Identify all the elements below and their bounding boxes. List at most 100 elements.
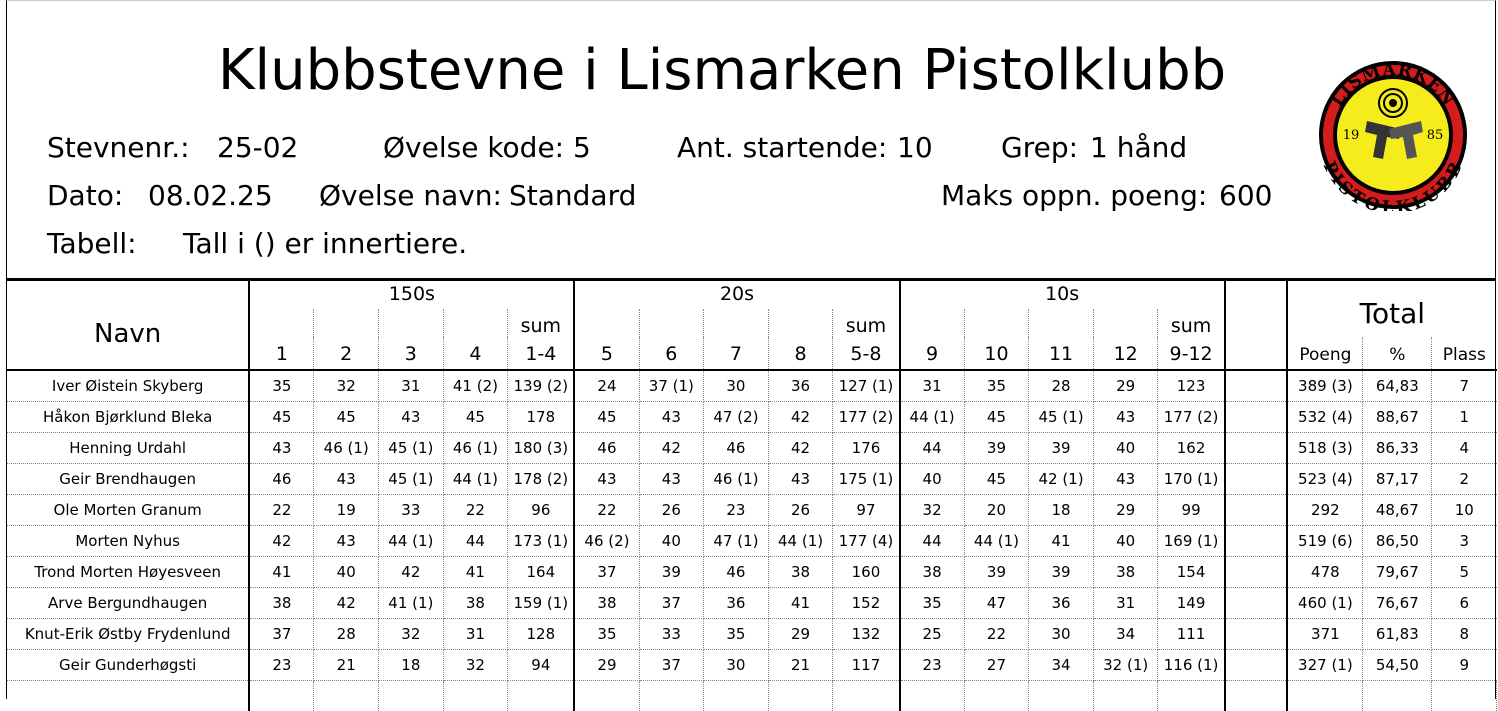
plass-cell: 9	[1432, 650, 1497, 681]
empty-cell	[704, 681, 769, 711]
header-col-12: 12	[1093, 337, 1158, 370]
score-cell: 44 (1)	[900, 402, 965, 433]
header-group-1: 20s	[574, 279, 899, 309]
score-cell: 32	[314, 370, 379, 402]
sum-cell: 128	[508, 619, 575, 650]
pct-cell: 87,17	[1363, 464, 1432, 495]
score-cell: 45	[249, 402, 314, 433]
header-spacer	[639, 309, 704, 337]
shooter-name: Trond Morten Høyesveen	[7, 557, 249, 588]
score-cell: 43	[574, 464, 639, 495]
score-cell: 31	[379, 370, 444, 402]
score-cell: 38	[574, 588, 639, 619]
poeng-cell: 532 (4)	[1287, 402, 1363, 433]
score-cell: 46 (1)	[314, 433, 379, 464]
score-cell: 41	[249, 557, 314, 588]
score-cell: 32 (1)	[1093, 650, 1158, 681]
score-cell: 44 (1)	[379, 526, 444, 557]
tabell-value: Tall i () er innertiere.	[183, 227, 467, 261]
score-cell: 33	[639, 619, 704, 650]
shooter-name: Håkon Bjørklund Bleka	[7, 402, 249, 433]
sum-cell: 170 (1)	[1158, 464, 1225, 495]
score-cell: 42	[379, 557, 444, 588]
score-cell: 29	[574, 650, 639, 681]
score-cell: 46 (1)	[443, 433, 508, 464]
score-cell: 34	[1029, 650, 1094, 681]
score-cell: 45	[443, 402, 508, 433]
shooter-name: Arve Bergundhaugen	[7, 588, 249, 619]
logo-year-left: 19	[1343, 128, 1360, 143]
score-cell: 44	[900, 433, 965, 464]
sum-cell: 169 (1)	[1158, 526, 1225, 557]
sum-cell: 132	[833, 619, 900, 650]
header-sum-label: sum	[508, 309, 575, 337]
blank-cell	[1225, 495, 1288, 526]
empty-cell	[1093, 681, 1158, 711]
score-cell: 38	[900, 557, 965, 588]
sum-cell: 94	[508, 650, 575, 681]
header-spacer	[704, 309, 769, 337]
score-cell: 38	[768, 557, 833, 588]
score-cell: 23	[704, 495, 769, 526]
plass-cell: 6	[1432, 588, 1497, 619]
header-spacer	[900, 309, 965, 337]
score-cell: 39	[1029, 557, 1094, 588]
pct-cell: 86,33	[1363, 433, 1432, 464]
empty-cell	[1363, 681, 1432, 711]
page-title: Klubbstevne i Lismarken Pistolklubb	[7, 31, 1437, 111]
empty-cell	[1029, 681, 1094, 711]
sum-cell: 160	[833, 557, 900, 588]
score-cell: 36	[1029, 588, 1094, 619]
shooter-name: Geir Gunderhøgsti	[7, 650, 249, 681]
header-col-11: 11	[1029, 337, 1094, 370]
pct-cell: 88,67	[1363, 402, 1432, 433]
score-cell: 43	[379, 402, 444, 433]
ovelse-kode-value: 5	[573, 131, 591, 165]
score-cell: 45 (1)	[1029, 402, 1094, 433]
header-col-2: 2	[314, 337, 379, 370]
score-cell: 41 (1)	[379, 588, 444, 619]
score-sheet: Klubbstevne i Lismarken Pistolklubb LISM…	[6, 0, 1496, 699]
score-cell: 43	[1093, 402, 1158, 433]
score-cell: 24	[574, 370, 639, 402]
header-col-3: 3	[379, 337, 444, 370]
score-cell: 45	[964, 402, 1029, 433]
score-cell: 38	[249, 588, 314, 619]
blank-cell	[1225, 526, 1288, 557]
score-cell: 43	[1093, 464, 1158, 495]
score-cell: 43	[639, 464, 704, 495]
score-cell: 44 (1)	[768, 526, 833, 557]
score-cell: 40	[1093, 433, 1158, 464]
grep-value: 1 hånd	[1090, 131, 1187, 165]
header-spacer	[314, 309, 379, 337]
score-cell: 43	[314, 526, 379, 557]
score-cell: 45 (1)	[379, 464, 444, 495]
header-col-4: 4	[443, 337, 508, 370]
poeng-cell: 519 (6)	[1287, 526, 1363, 557]
empty-row	[7, 681, 1497, 711]
score-cell: 32	[900, 495, 965, 526]
score-cell: 28	[1029, 370, 1094, 402]
score-cell: 34	[1093, 619, 1158, 650]
header-col-5-8: 5-8	[833, 337, 900, 370]
score-cell: 38	[443, 588, 508, 619]
score-cell: 45	[574, 402, 639, 433]
dato-value: 08.02.25	[148, 179, 273, 213]
maks-value: 600	[1219, 179, 1272, 213]
score-cell: 47 (2)	[704, 402, 769, 433]
poeng-cell: 460 (1)	[1287, 588, 1363, 619]
poeng-cell: 292	[1287, 495, 1363, 526]
plass-cell: 2	[1432, 464, 1497, 495]
score-cell: 31	[443, 619, 508, 650]
shooter-name: Iver Øistein Skyberg	[7, 370, 249, 402]
header-total: Total	[1287, 279, 1496, 337]
header-col-9-12: 9-12	[1158, 337, 1225, 370]
score-cell: 43	[249, 433, 314, 464]
